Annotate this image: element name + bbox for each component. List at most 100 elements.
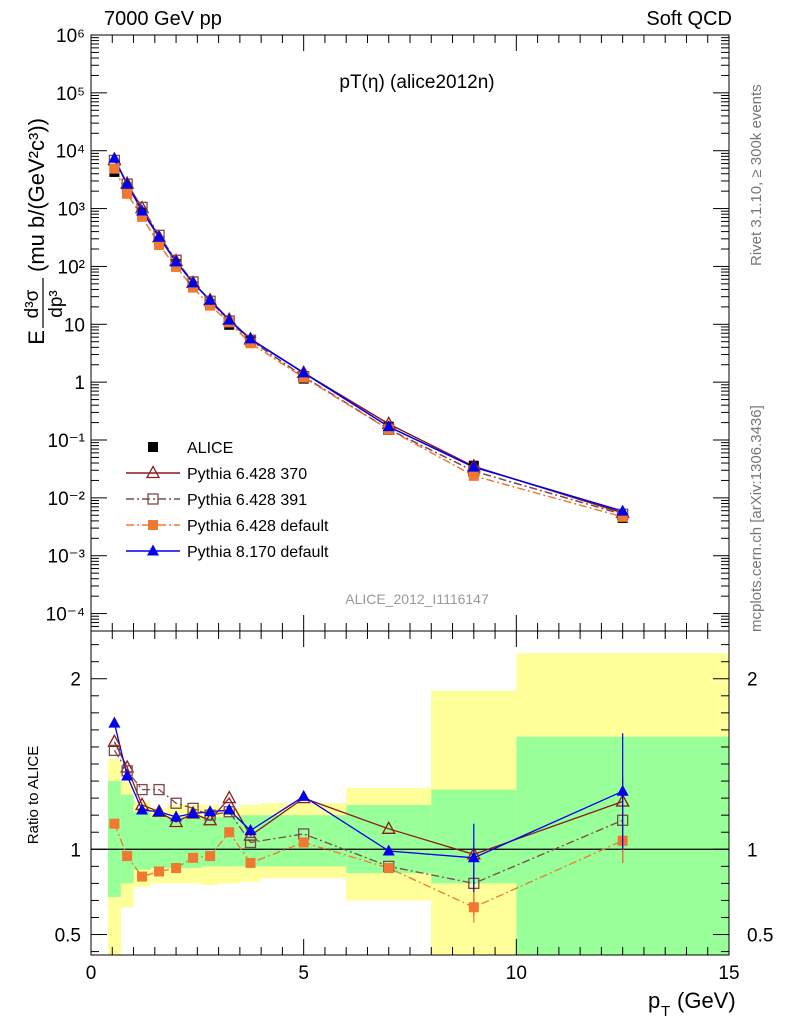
data-point-3: [468, 470, 479, 481]
ratio-point-2: [122, 851, 133, 862]
header-left: 7000 GeV pp: [104, 8, 222, 30]
data-point-4: [244, 332, 257, 344]
data-point-4: [616, 504, 629, 516]
data-point-3: [154, 239, 165, 250]
ratio-point-0: [202, 812, 218, 826]
data-point-3: [205, 300, 216, 311]
x-axis-label-sub: T: [661, 1003, 670, 1020]
data-point-4: [297, 366, 310, 378]
data-point-3: [109, 163, 120, 174]
ratio-point-2: [224, 827, 235, 838]
ratio-point-2: [383, 863, 394, 874]
ratio-point-3: [136, 803, 149, 815]
upper-frame: [90, 34, 730, 632]
data-point-3: [298, 372, 309, 383]
band-inner: [167, 816, 185, 869]
series-line-3: [113, 168, 623, 518]
legend-label-1: Pythia 6.428 370: [187, 466, 307, 483]
band-inner: [120, 794, 134, 884]
ratio-point-3: [153, 805, 166, 817]
legend-label-3: Pythia 6.428 default: [187, 518, 329, 535]
ratio-y-label: Ratio to ALICE: [25, 746, 42, 844]
rivet-label: Rivet 3.1.10, ≥ 300k events: [748, 84, 765, 266]
data-point-4: [223, 313, 236, 325]
y-label-units: (mu b/(GeV²c³)): [24, 118, 49, 272]
band-inner: [346, 804, 432, 874]
ratio-point-3: [382, 844, 395, 856]
series-line-1: [113, 159, 623, 514]
watermark: ALICE_2012_I1116147: [345, 591, 489, 607]
band-inner: [133, 811, 151, 870]
x-tick-label: 5: [298, 963, 309, 984]
ratio-point-3: [170, 810, 183, 822]
data-point-4: [121, 177, 134, 189]
ratio-point-2: [154, 866, 165, 877]
ratio-y-tick-label: 0.5: [55, 926, 81, 947]
x-tick-label: 0: [86, 963, 97, 984]
data-point-4: [382, 420, 395, 432]
data-point-3: [137, 211, 148, 222]
ratio-point-2: [468, 902, 479, 913]
ratio-point-2: [171, 863, 182, 874]
ratio-point-0: [381, 820, 396, 834]
y-tick-label: 1: [74, 373, 85, 394]
data-point-3: [122, 188, 133, 199]
legend-marker-0: [148, 442, 158, 452]
x-axis-label: p: [648, 988, 660, 1013]
data-point-4: [170, 255, 183, 267]
y-label-e: E: [24, 330, 49, 345]
band-inner: [108, 781, 121, 898]
y-tick-label: 10⁵: [56, 84, 85, 105]
y-tick-label: 10: [64, 315, 85, 336]
data-point-3: [617, 511, 628, 522]
x-tick-label: 15: [718, 963, 739, 984]
ratio-point-2: [109, 818, 120, 829]
data-point-4: [153, 230, 166, 242]
legend-marker-2: [147, 493, 159, 505]
data-point-4: [108, 151, 121, 163]
y-tick-label: 10⁻⁴: [46, 605, 85, 626]
y-tick-label: 10⁻²: [48, 489, 86, 510]
ratio-point-3: [467, 851, 480, 863]
y-tick-label: 10²: [58, 257, 85, 278]
ratio-point-1: [136, 783, 148, 796]
ratio-point-3: [616, 784, 629, 796]
ratio-y-tick-label-right: 2: [747, 670, 758, 691]
ratio-point-1: [244, 836, 257, 849]
ratio-point-2: [298, 837, 309, 848]
ratio-point-1: [170, 797, 182, 809]
data-point-4: [204, 293, 217, 305]
ratio-point-3: [121, 769, 134, 781]
ratio-point-3: [223, 803, 236, 815]
ratio-point-0: [222, 790, 237, 804]
y-tick-label: 10³: [58, 200, 85, 221]
ratio-point-3: [297, 789, 310, 801]
ratio-point-0: [107, 733, 122, 747]
ratio-point-3: [204, 805, 217, 817]
ratio-point-3: [187, 806, 200, 818]
legend-label-4: Pythia 8.170 default: [187, 544, 329, 561]
ratio-y-tick-label: 1: [70, 840, 81, 861]
legend-marker-4: [147, 544, 159, 556]
band-inner: [218, 816, 240, 867]
ratio-point-1: [108, 744, 121, 757]
x-axis-label-unit: (GeV): [677, 988, 736, 1013]
data-point-4: [187, 276, 200, 288]
ratio-point-2: [205, 851, 216, 862]
y-label-num: d³σ: [22, 289, 43, 318]
y-tick-label: 10⁶: [56, 26, 85, 47]
ratio-y-tick-label-right: 0.5: [747, 926, 773, 947]
ratio-point-2: [188, 852, 199, 863]
series-line-4: [113, 157, 623, 512]
legend-marker-3: [148, 520, 158, 530]
ratio-y-label-text: Ratio to ALICE: [25, 746, 42, 844]
data-point-3: [171, 261, 182, 272]
ratio-y-tick-label-right: 1: [747, 840, 758, 861]
band-inner: [150, 816, 168, 869]
y-tick-label: 10⁻³: [48, 547, 86, 568]
ratio-point-2: [245, 857, 256, 868]
legend-label-0: ALICE: [187, 440, 233, 457]
header-right: Soft QCD: [646, 8, 732, 30]
